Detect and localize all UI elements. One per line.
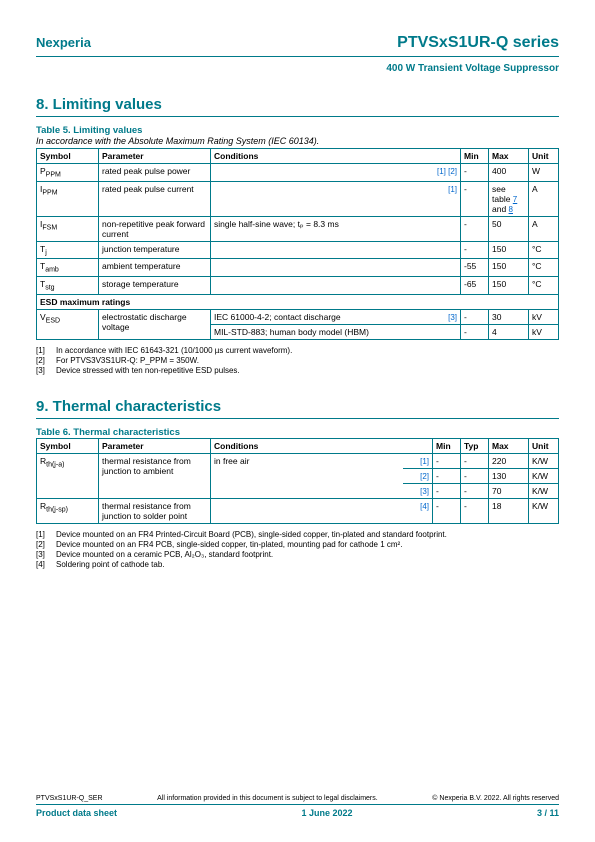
table-row: IPPM rated peak pulse current [1] - see … — [37, 181, 559, 216]
table5-limiting-values: Symbol Parameter Conditions Min Max Unit… — [36, 148, 559, 340]
doc-id: PTVSxS1UR-Q_SER — [36, 795, 103, 802]
document-subtitle: 400 W Transient Voltage Suppressor — [36, 63, 559, 74]
table5-note: In accordance with the Absolute Maximum … — [36, 136, 559, 146]
table-row: Tj junction temperature - 150 °C — [37, 241, 559, 259]
ref-link[interactable]: 8 — [509, 205, 513, 214]
section-8-title: 8. Limiting values — [36, 96, 559, 113]
col-unit: Unit — [529, 149, 559, 164]
section-9-rule — [36, 418, 559, 419]
table-row: Tamb ambient temperature -55 150 °C — [37, 259, 559, 277]
ref-link[interactable]: 7 — [513, 195, 517, 204]
section-9-title: 9. Thermal characteristics — [36, 398, 559, 415]
ref-link[interactable]: [1] — [420, 457, 429, 466]
table6-caption: Table 6. Thermal characteristics — [36, 427, 559, 438]
ref-link[interactable]: [1] [2] — [437, 167, 457, 176]
table5-footnotes: [1]In accordance with IEC 61643-321 (10/… — [36, 346, 559, 376]
table6-footnotes: [1]Device mounted on an FR4 Printed-Circ… — [36, 530, 559, 570]
esd-header-row: ESD maximum ratings — [37, 294, 559, 309]
brand-name: Nexperia — [36, 35, 91, 50]
footer-page: 3 / 11 — [537, 808, 559, 818]
col-parameter: Parameter — [99, 149, 211, 164]
table-row: PPPM rated peak pulse power [1] [2] - 40… — [37, 164, 559, 182]
table6-thermal: Symbol Parameter Conditions Min Typ Max … — [36, 438, 559, 524]
section-8-rule — [36, 116, 559, 117]
ref-link[interactable]: [4] — [420, 502, 429, 511]
series-title: PTVSxS1UR-Q series — [397, 34, 559, 52]
col-symbol: Symbol — [37, 149, 99, 164]
ref-link[interactable]: [2] — [420, 472, 429, 481]
footer-left: Product data sheet — [36, 808, 117, 818]
ref-link[interactable]: [1] — [448, 185, 457, 194]
copyright: © Nexperia B.V. 2022. All rights reserve… — [432, 795, 559, 802]
table-header-row: Symbol Parameter Conditions Min Max Unit — [37, 149, 559, 164]
disclaimer: All information provided in this documen… — [157, 795, 378, 802]
ref-link[interactable]: [3] — [448, 313, 457, 322]
ref-link[interactable]: [3] — [420, 487, 429, 496]
col-conditions: Conditions — [211, 149, 461, 164]
table-row: Rth(j-sp) thermal resistance from juncti… — [37, 498, 559, 523]
footer-date: 1 June 2022 — [301, 808, 352, 818]
table-header-row: Symbol Parameter Conditions Min Typ Max … — [37, 438, 559, 453]
col-max: Max — [489, 149, 529, 164]
header-rule — [36, 56, 559, 57]
table-row: IFSM non-repetitive peak forward current… — [37, 216, 559, 241]
page-footer: PTVSxS1UR-Q_SER All information provided… — [36, 795, 559, 818]
table-row: Tstg storage temperature -65 150 °C — [37, 277, 559, 295]
table-row: Rth(j-a) thermal resistance from junctio… — [37, 453, 559, 468]
col-min: Min — [461, 149, 489, 164]
table5-caption: Table 5. Limiting values — [36, 125, 559, 136]
table-row: VESD electrostatic discharge voltage IEC… — [37, 309, 559, 324]
